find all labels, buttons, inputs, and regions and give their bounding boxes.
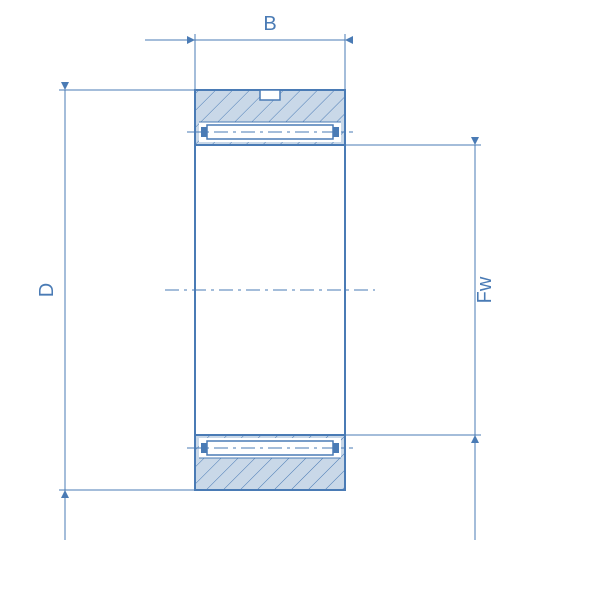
dim-arrow [187,36,195,44]
top-notch [260,90,280,100]
dim-arrow [61,82,69,90]
dim-arrow [471,435,479,443]
dim-arrow [345,36,353,44]
label-fw: Fw [474,276,496,303]
dim-arrow [61,490,69,498]
dim-arrow [471,137,479,145]
label-d: D [36,283,58,297]
label-b: B [263,13,276,35]
